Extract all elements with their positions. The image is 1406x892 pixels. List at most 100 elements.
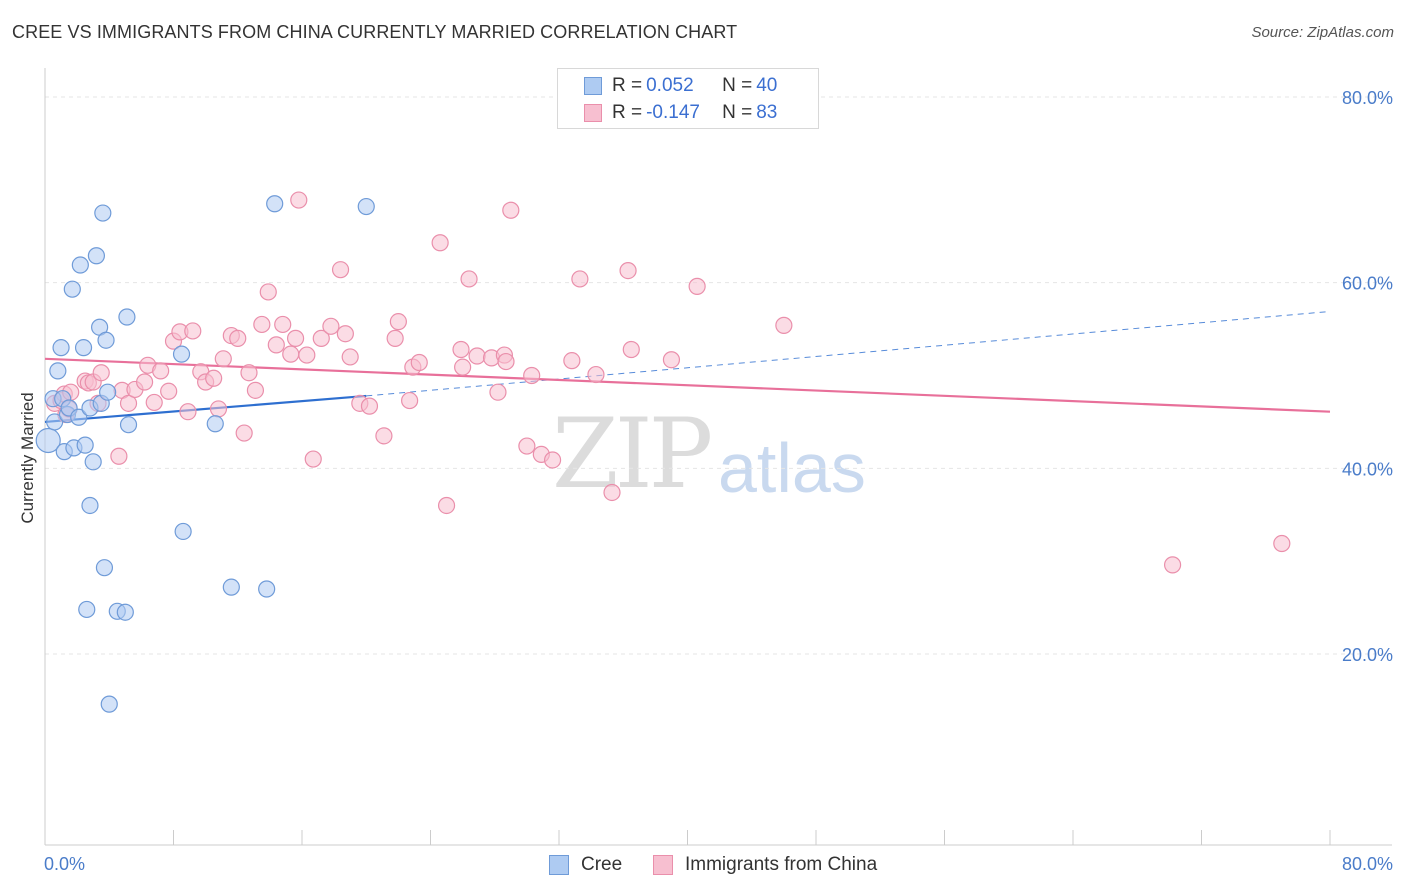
china-point <box>290 191 308 209</box>
china-point <box>452 340 470 359</box>
y-tick-label: 80.0% <box>1342 88 1393 108</box>
cree-point <box>63 280 81 298</box>
data-points <box>35 191 1291 713</box>
r-label: R = <box>612 102 643 123</box>
china-point <box>214 350 232 368</box>
legend-item-cree[interactable]: Cree <box>549 852 622 878</box>
china-point <box>603 483 621 502</box>
watermark-zip: ZIP <box>552 398 713 510</box>
chart-title: CREE VS IMMIGRANTS FROM CHINA CURRENTLY … <box>12 22 738 42</box>
china-point <box>410 353 428 372</box>
cree-point <box>35 427 61 454</box>
china-point <box>209 400 228 418</box>
cree-point <box>206 415 224 433</box>
cree-point <box>174 522 192 541</box>
china-point <box>282 345 300 363</box>
china-point <box>152 362 170 380</box>
correlation-legend: R = 0.052 N = 40 R = -0.147 N = 83 <box>557 68 819 129</box>
trend-line-china <box>44 357 1331 413</box>
china-point <box>240 364 258 382</box>
x-tick-label: 0.0% <box>44 854 85 874</box>
china-point <box>304 450 322 468</box>
cree-swatch <box>549 855 569 875</box>
china-point <box>518 437 536 455</box>
cree-point <box>71 256 89 274</box>
cree-point <box>266 195 284 213</box>
cree-point <box>52 339 70 357</box>
n-label: N = <box>722 75 753 96</box>
series-legend: Cree Immigrants from China <box>0 852 1406 878</box>
cree-point <box>84 453 102 471</box>
china-point <box>1163 556 1182 574</box>
china-point <box>775 316 793 334</box>
cree-point <box>118 308 136 326</box>
china-point <box>119 394 138 412</box>
cree-swatch <box>584 77 602 95</box>
cree-point <box>119 416 138 434</box>
china-point <box>298 346 316 364</box>
china-point <box>312 329 330 347</box>
legend-label-china: Immigrants from China <box>685 854 878 875</box>
china-swatch <box>584 104 602 122</box>
china-swatch <box>653 855 673 875</box>
china-point <box>259 283 277 301</box>
n-value: 40 <box>756 75 778 96</box>
china-point <box>267 336 285 354</box>
china-point <box>322 317 340 335</box>
china-point <box>502 201 520 219</box>
r-label: R = <box>612 75 643 96</box>
china-point <box>331 261 350 279</box>
cree-point <box>116 603 134 621</box>
china-point <box>375 427 393 445</box>
china-point <box>468 347 486 365</box>
china-point <box>229 329 247 347</box>
china-point <box>662 351 681 369</box>
china-point <box>489 383 507 401</box>
cree-point <box>81 496 99 515</box>
legend-item-china[interactable]: Immigrants from China <box>653 852 877 878</box>
china-point <box>389 313 407 331</box>
china-point <box>92 364 110 382</box>
r-value: -0.147 <box>646 102 700 123</box>
cree-point <box>76 436 94 454</box>
china-point <box>360 397 379 415</box>
china-point <box>336 325 354 343</box>
china-point <box>523 366 541 385</box>
cree-point <box>258 580 276 598</box>
china-point <box>235 424 253 442</box>
china-point <box>386 329 404 347</box>
n-value: 83 <box>756 102 778 123</box>
china-point <box>274 315 292 334</box>
x-tick-label: 80.0% <box>1342 854 1393 874</box>
trend-line-cree-extension <box>366 310 1331 397</box>
y-tick-label: 20.0% <box>1342 645 1393 665</box>
china-point <box>205 369 223 387</box>
china-point <box>587 365 605 384</box>
legend-row-china: R = -0.147 N = 83 <box>584 100 781 126</box>
china-point <box>135 373 154 391</box>
cree-point <box>70 408 88 426</box>
china-point <box>341 348 359 366</box>
y-tick-label: 40.0% <box>1342 459 1393 479</box>
cree-point <box>94 204 112 222</box>
china-point <box>160 382 178 400</box>
legend-label-cree: Cree <box>581 854 623 875</box>
y-tick-label: 60.0% <box>1342 274 1393 294</box>
china-point <box>110 447 128 465</box>
china-point <box>571 270 589 288</box>
china-point <box>253 315 271 334</box>
china-point <box>1273 534 1291 553</box>
cree-point <box>97 331 115 349</box>
china-point <box>688 277 706 295</box>
cree-point <box>99 383 117 401</box>
cree-point <box>46 413 64 431</box>
legend-row-cree: R = 0.052 N = 40 <box>584 73 781 99</box>
china-point <box>543 451 562 469</box>
china-point <box>454 358 472 376</box>
r-value: 0.052 <box>646 75 694 96</box>
cree-point <box>172 345 191 363</box>
china-point <box>286 329 305 347</box>
n-label: N = <box>722 102 753 123</box>
cree-point <box>222 578 240 596</box>
